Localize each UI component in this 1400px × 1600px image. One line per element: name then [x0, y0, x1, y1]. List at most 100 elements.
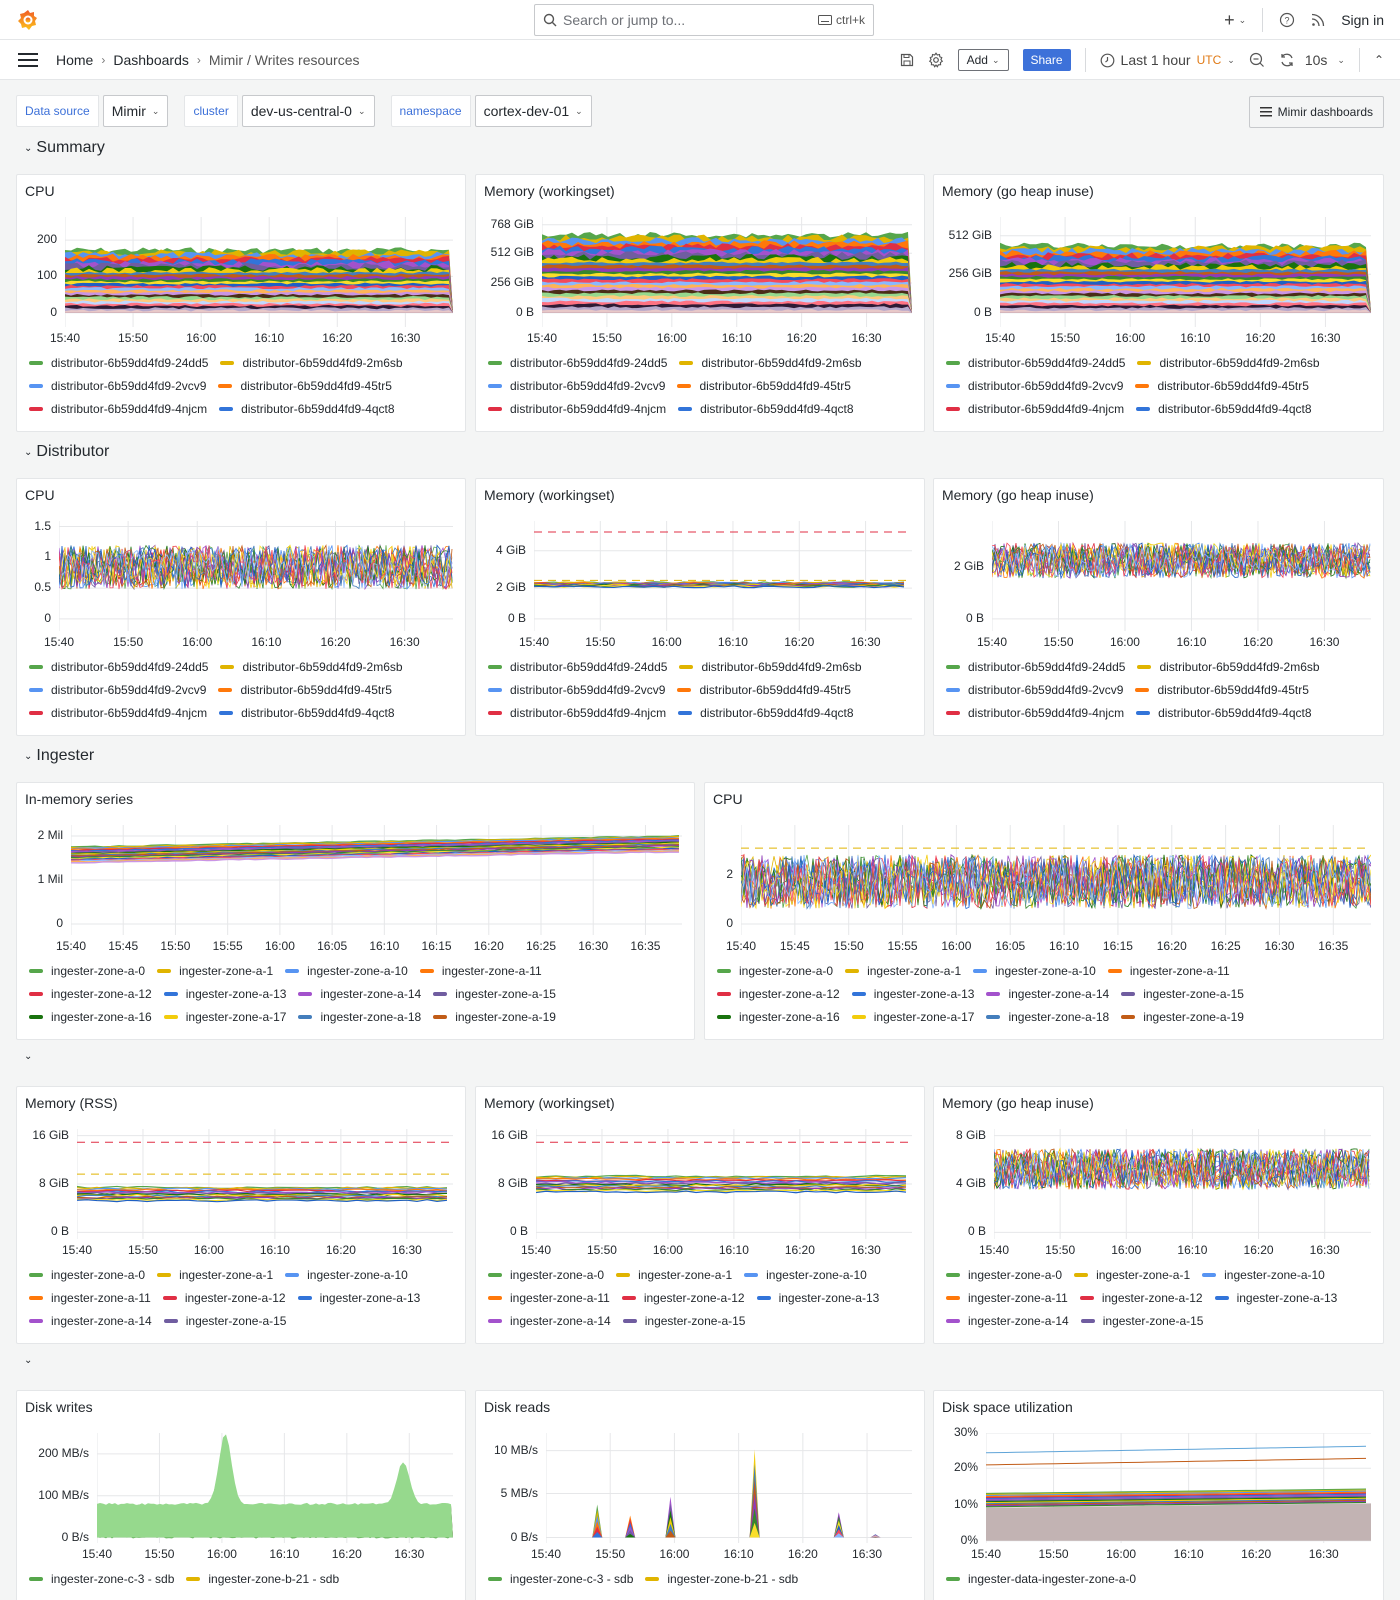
share-button[interactable]: Share	[1022, 49, 1071, 71]
legend-item[interactable]: ingester-zone-a-0	[717, 964, 833, 978]
legend-item[interactable]: ingester-zone-a-16	[717, 1010, 840, 1024]
save-icon[interactable]	[900, 53, 914, 67]
help-icon[interactable]: ?	[1279, 12, 1295, 28]
legend-item[interactable]: ingester-zone-a-15	[622, 1314, 745, 1328]
legend-item[interactable]: distributor-6b59dd4fd9-4qct8	[678, 402, 854, 416]
legend-item[interactable]: distributor-6b59dd4fd9-2vcv9	[488, 683, 665, 697]
legend-item[interactable]: ingester-zone-a-15	[433, 987, 556, 1001]
legend-item[interactable]: ingester-zone-a-12	[1079, 1291, 1203, 1305]
legend-item[interactable]: ingester-zone-a-13	[851, 987, 974, 1001]
legend-item[interactable]: distributor-6b59dd4fd9-4njcm	[29, 706, 207, 720]
legend-item[interactable]: ingester-zone-a-11	[946, 1291, 1068, 1305]
legend-item[interactable]: ingester-zone-c-3 - sdb	[29, 1572, 174, 1586]
legend-item[interactable]: distributor-6b59dd4fd9-2vcv9	[29, 683, 206, 697]
legend-item[interactable]: ingester-zone-a-1	[1074, 1268, 1190, 1282]
time-range-picker[interactable]: Last 1 hour UTC ⌄	[1100, 52, 1235, 68]
legend-item[interactable]: ingester-zone-a-13	[297, 1291, 420, 1305]
panel-summary-mem-ws[interactable]: Memory (workingset) 768 GiB 512 GiB 256 GiB…	[475, 174, 925, 432]
legend-item[interactable]: distributor-6b59dd4fd9-45tr5	[1135, 683, 1309, 697]
legend-item[interactable]: ingester-zone-a-18	[298, 1010, 421, 1024]
legend-item[interactable]: ingester-zone-a-10	[1202, 1268, 1325, 1282]
legend-item[interactable]: ingester-zone-a-12	[162, 1291, 286, 1305]
legend-item[interactable]: ingester-zone-a-19	[1121, 1010, 1244, 1024]
breadcrumb-dashboards[interactable]: Dashboards	[113, 51, 189, 68]
legend-item[interactable]: distributor-6b59dd4fd9-4njcm	[488, 706, 666, 720]
chart-plot-area[interactable]	[992, 521, 1371, 631]
legend-item[interactable]: distributor-6b59dd4fd9-2m6sb	[1137, 660, 1320, 674]
legend-item[interactable]: distributor-6b59dd4fd9-4qct8	[678, 706, 854, 720]
legend-item[interactable]: distributor-6b59dd4fd9-2vcv9	[946, 683, 1123, 697]
breadcrumb-home[interactable]: Home	[56, 51, 94, 68]
legend-item[interactable]: ingester-zone-a-11	[29, 1291, 151, 1305]
legend-item[interactable]: distributor-6b59dd4fd9-4njcm	[29, 402, 207, 416]
legend-item[interactable]: ingester-zone-a-0	[29, 1268, 145, 1282]
legend-item[interactable]: distributor-6b59dd4fd9-4qct8	[219, 402, 395, 416]
legend-item[interactable]: ingester-zone-a-11	[488, 1291, 610, 1305]
mimir-dashboards-button[interactable]: Mimir dashboards	[1248, 96, 1384, 128]
legend-item[interactable]: ingester-zone-a-0	[488, 1268, 604, 1282]
legend-item[interactable]: ingester-zone-a-10	[285, 964, 408, 978]
zoom-out-icon[interactable]	[1249, 52, 1265, 68]
legend-item[interactable]: distributor-6b59dd4fd9-24dd5	[946, 356, 1125, 370]
legend-item[interactable]: distributor-6b59dd4fd9-45tr5	[218, 683, 392, 697]
grafana-logo-icon[interactable]	[16, 8, 40, 32]
chart-plot-area[interactable]	[97, 1433, 453, 1543]
legend-item[interactable]: ingester-zone-a-19	[433, 1010, 556, 1024]
legend-item[interactable]: distributor-6b59dd4fd9-4qct8	[1136, 706, 1312, 720]
legend-item[interactable]: ingester-zone-a-15	[1121, 987, 1244, 1001]
legend-item[interactable]: distributor-6b59dd4fd9-4qct8	[219, 706, 395, 720]
panel-summary-mem-heap[interactable]: Memory (go heap inuse) 512 GiB 256 GiB 0 B 1…	[933, 174, 1384, 432]
chart-plot-area[interactable]	[546, 1433, 912, 1543]
chart-plot-area[interactable]	[59, 521, 453, 631]
legend-item[interactable]: distributor-6b59dd4fd9-4njcm	[946, 706, 1124, 720]
panel-ing-series[interactable]: In-memory series 2 Mil 1 Mil 0 15:40 15:45 15:…	[16, 782, 695, 1040]
legend-item[interactable]: ingester-zone-a-0	[946, 1268, 1062, 1282]
refresh-icon[interactable]	[1279, 52, 1295, 68]
panel-ing-mem-heap[interactable]: Memory (go heap inuse) 8 GiB 4 GiB 0 B 15:40…	[933, 1086, 1384, 1344]
legend-item[interactable]: ingester-zone-a-10	[285, 1268, 408, 1282]
row-summary[interactable]: ⌄ Summary	[24, 139, 105, 156]
legend-item[interactable]: distributor-6b59dd4fd9-2m6sb	[1137, 356, 1320, 370]
chart-plot-area[interactable]	[741, 825, 1371, 935]
legend-item[interactable]: ingester-zone-a-17	[851, 1010, 974, 1024]
row-ingester[interactable]: ⌄ Ingester	[24, 747, 95, 764]
legend-item[interactable]: ingester-zone-a-14	[488, 1314, 611, 1328]
legend-item[interactable]: distributor-6b59dd4fd9-4qct8	[1136, 402, 1312, 416]
legend-item[interactable]: ingester-zone-a-17	[163, 1010, 286, 1024]
legend-item[interactable]: distributor-6b59dd4fd9-24dd5	[488, 356, 667, 370]
panel-ing-mem-ws[interactable]: Memory (workingset) 16 GiB 8 GiB 0 B 15:40 15…	[475, 1086, 925, 1344]
legend-item[interactable]: ingester-zone-a-14	[29, 1314, 152, 1328]
new-menu-button[interactable]: + ⌄	[1224, 9, 1247, 30]
refresh-picker[interactable]: 10s ⌄	[1279, 52, 1345, 68]
rss-news-icon[interactable]	[1311, 13, 1325, 27]
legend-item[interactable]: ingester-zone-a-13	[1214, 1291, 1337, 1305]
legend-item[interactable]: ingester-zone-a-10	[744, 1268, 867, 1282]
chart-plot-area[interactable]	[71, 825, 682, 935]
legend-item[interactable]: distributor-6b59dd4fd9-2m6sb	[679, 356, 862, 370]
legend-item[interactable]: distributor-6b59dd4fd9-24dd5	[29, 660, 208, 674]
legend-item[interactable]: ingester-zone-a-12	[621, 1291, 745, 1305]
legend-item[interactable]: distributor-6b59dd4fd9-45tr5	[677, 683, 851, 697]
panel-disk-space[interactable]: Disk space utilization 30% 20% 10% 0% 15:40 15…	[933, 1390, 1384, 1600]
legend-item[interactable]: distributor-6b59dd4fd9-2vcv9	[29, 379, 206, 393]
chart-plot-area[interactable]	[536, 1129, 912, 1239]
panel-summary-cpu[interactable]: CPU 200 100 0 15:40 15:50 16:00 16:10 16:20 16:30…	[16, 174, 466, 432]
legend-item[interactable]: distributor-6b59dd4fd9-2m6sb	[220, 356, 403, 370]
row-distributor[interactable]: ⌄ Distributor	[24, 443, 110, 460]
legend-item[interactable]: distributor-6b59dd4fd9-24dd5	[488, 660, 667, 674]
panel-ing-cpu[interactable]: CPU 2 0 15:40 15:45 15:50 15:55 16:00 16:05 16:10…	[704, 782, 1384, 1040]
panel-disk-writes[interactable]: Disk writes 200 MB/s 100 MB/s 0 B/s 15:40 15:…	[16, 1390, 466, 1600]
legend-item[interactable]: ingester-zone-a-15	[163, 1314, 286, 1328]
legend-item[interactable]: distributor-6b59dd4fd9-45tr5	[218, 379, 392, 393]
legend-item[interactable]: ingester-zone-c-3 - sdb	[488, 1572, 633, 1586]
legend-item[interactable]: distributor-6b59dd4fd9-2vcv9	[488, 379, 665, 393]
chart-plot-area[interactable]	[534, 521, 912, 631]
legend-item[interactable]: distributor-6b59dd4fd9-2vcv9	[946, 379, 1123, 393]
legend-item[interactable]: ingester-zone-a-14	[298, 987, 421, 1001]
sign-in-link[interactable]: Sign in	[1341, 12, 1384, 28]
legend-item[interactable]: ingester-zone-a-1	[845, 964, 961, 978]
legend-item[interactable]: ingester-zone-b-21 - sdb	[645, 1572, 798, 1586]
legend-item[interactable]: ingester-zone-a-14	[986, 987, 1109, 1001]
legend-item[interactable]: ingester-zone-a-1	[616, 1268, 732, 1282]
chart-plot-area[interactable]	[986, 1433, 1371, 1543]
